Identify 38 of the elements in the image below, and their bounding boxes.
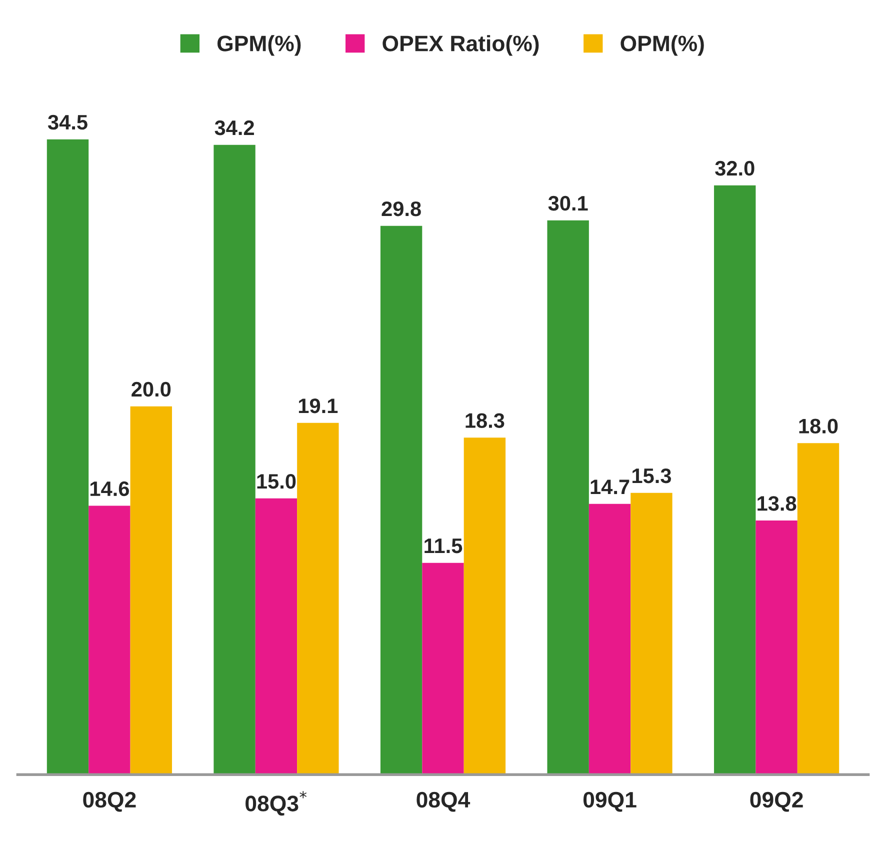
x-tick-label: 08Q2	[83, 792, 136, 812]
data-label: 15.0	[257, 474, 296, 489]
data-label: 14.6	[90, 481, 129, 496]
bar	[464, 438, 506, 775]
x-tick-label: 09Q2	[750, 792, 803, 812]
data-label: 18.0	[799, 418, 838, 434]
data-label: 14.7	[590, 480, 630, 494]
data-label: 19.1	[298, 398, 338, 414]
x-tick-label: 08Q4	[416, 792, 470, 812]
data-label: 11.5	[424, 538, 462, 554]
data-label: 34.2	[214, 120, 254, 136]
x-tick-label: 09Q1	[583, 792, 636, 812]
data-label: 30.1	[548, 196, 588, 211]
data-label: 15.3	[632, 468, 671, 484]
bar	[88, 506, 130, 775]
bar	[422, 562, 464, 775]
bar	[630, 492, 672, 775]
bar	[797, 443, 840, 775]
data-label: 32.0	[715, 160, 754, 176]
bar	[588, 504, 631, 775]
legend-label: OPEX Ratio(%)	[382, 35, 539, 56]
data-label: 20.0	[132, 382, 171, 397]
bar	[714, 185, 756, 775]
bar	[547, 220, 589, 775]
bar	[255, 498, 298, 775]
bar	[214, 144, 256, 775]
x-tick-label: 08Q3$^{*}$	[246, 791, 307, 816]
bar	[380, 226, 422, 775]
legend-label: OPM(%)	[620, 35, 704, 56]
bar	[46, 139, 89, 775]
data-label: 18.3	[466, 413, 504, 428]
data-label: 29.8	[382, 201, 421, 216]
bar	[756, 520, 798, 775]
data-label: 34.5	[48, 114, 88, 130]
bar	[130, 406, 172, 775]
data-label: 13.8	[758, 496, 796, 511]
legend-label: GPM(%)	[217, 35, 301, 56]
bar	[297, 422, 339, 775]
